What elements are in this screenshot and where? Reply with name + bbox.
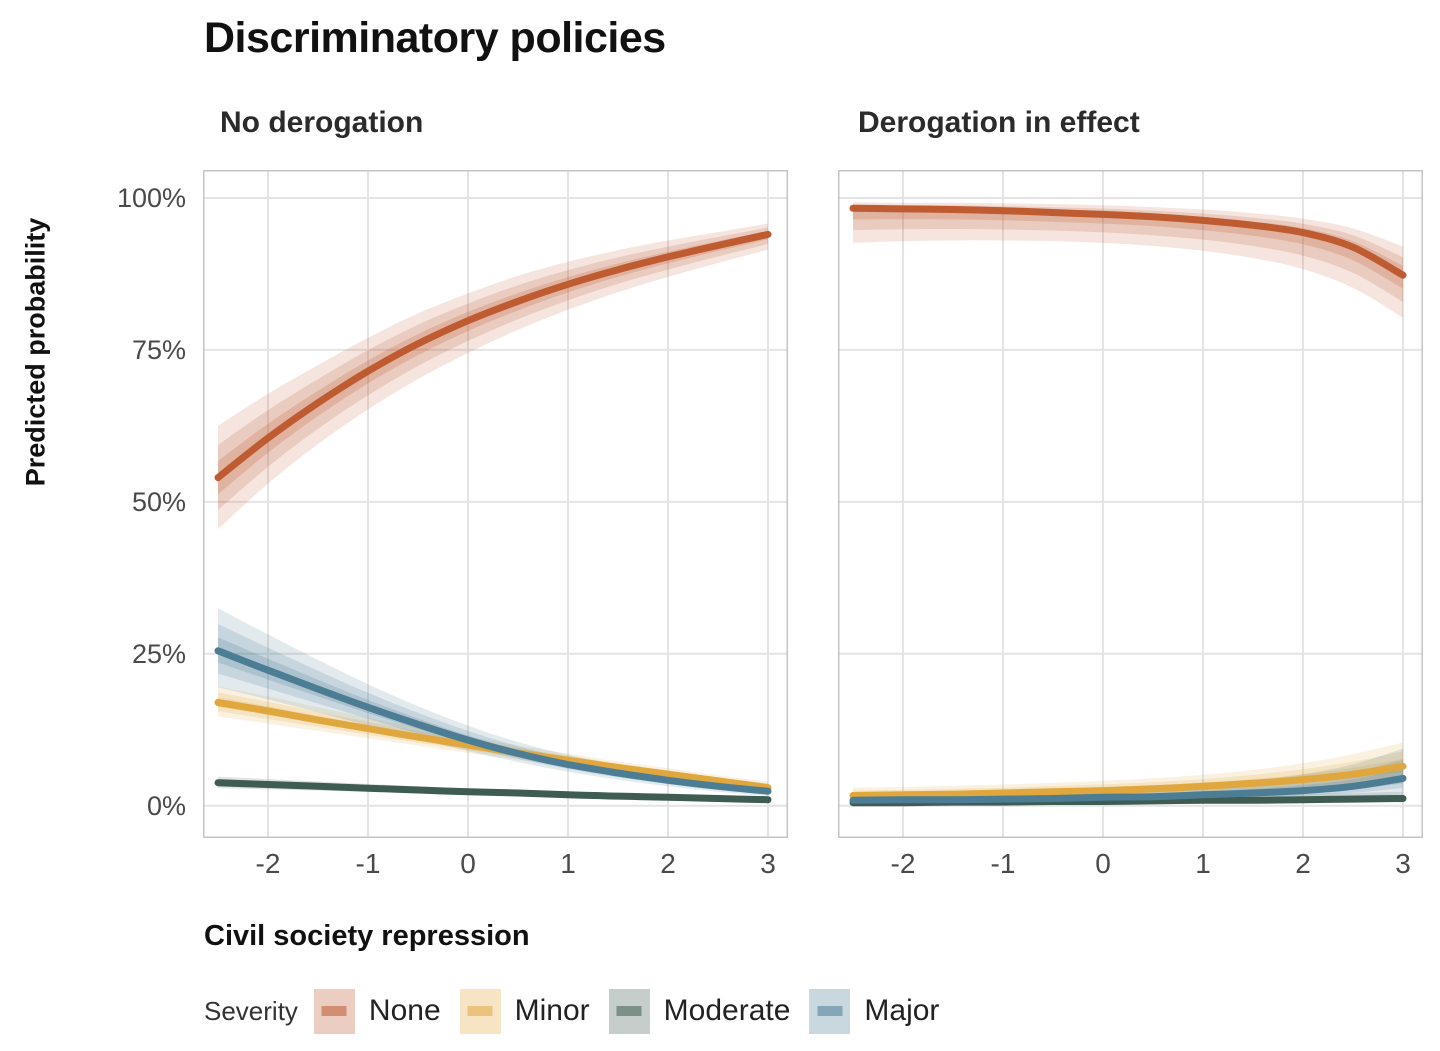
y-tick-label-75: 75% [131, 334, 186, 365]
y-tick-label-0: 0% [146, 790, 186, 821]
y-tick-label-50: 50% [131, 486, 186, 517]
x-tick-label-right-2: 2 [1295, 848, 1311, 879]
x-tick-label-right--1: -1 [990, 848, 1016, 879]
x-tick-label-right--2: -2 [890, 848, 916, 879]
ribbon-minor-level0 [853, 742, 1403, 801]
x-tick-label-right-1: 1 [1195, 848, 1211, 879]
x-tick-label-right-0: 0 [1095, 848, 1111, 879]
facet-title-derogation-in-effect: Derogation in effect [858, 106, 1140, 139]
facet-title-no-derogation: No derogation [220, 106, 424, 139]
legend-swatch-major [809, 988, 851, 1034]
ribbon-minor-level1 [853, 751, 1403, 799]
y-tick-label-25: 25% [131, 638, 186, 669]
legend-key-line-none [321, 1006, 347, 1016]
panel-border [203, 170, 788, 838]
legend-item-minor: Minor [459, 988, 590, 1034]
x-tick-label-left-3: 3 [760, 848, 776, 879]
legend-key-line-major [817, 1006, 843, 1016]
legend-item-moderate: Moderate [608, 988, 791, 1034]
x-axis-title: Civil society repression [204, 920, 530, 952]
series-line-none [214, 230, 772, 482]
panel-border [838, 170, 1423, 838]
series-line-none [849, 204, 1407, 279]
legend: Severity None Minor Moderate Major [204, 984, 958, 1038]
legend-label-moderate: Moderate [663, 994, 791, 1027]
ribbon-minor-level0 [218, 686, 768, 792]
legend-item-major: Major [809, 988, 940, 1034]
facet-plot-area [203, 170, 788, 838]
legend-swatch-minor [459, 988, 501, 1034]
x-tick-label-left-0: 0 [460, 848, 476, 879]
ribbon-none-level0 [218, 223, 768, 530]
x-tick-label-left-1: 1 [560, 848, 576, 879]
ribbon-none-level0 [853, 202, 1403, 318]
legend-swatch-moderate [608, 988, 650, 1034]
series-line-minor [849, 762, 1407, 799]
x-tick-label-left--2: -2 [255, 848, 281, 879]
legend-swatch-none [313, 988, 355, 1034]
y-tick-label-100: 100% [116, 182, 186, 213]
panel-no-derogation [203, 170, 788, 838]
x-tick-label-left-2: 2 [660, 848, 676, 879]
ribbon-none-level1 [218, 227, 768, 511]
panel-derogation-in-effect [838, 170, 1423, 838]
legend-title: Severity [204, 995, 298, 1026]
legend-items: None Minor Moderate Major [313, 988, 959, 1034]
series-line-major [214, 647, 772, 795]
chart-title: Discriminatory policies [204, 14, 666, 62]
facet-plot-area [838, 170, 1423, 838]
legend-label-none: None [368, 994, 441, 1027]
series-line-moderate [214, 779, 772, 804]
legend-item-none: None [313, 988, 441, 1034]
x-tick-label-left--1: -1 [355, 848, 381, 879]
ribbon-major-level0 [218, 608, 768, 797]
legend-label-major: Major [864, 994, 940, 1027]
legend-label-minor: Minor [514, 994, 590, 1027]
x-tick-label-right-3: 3 [1395, 848, 1411, 879]
legend-key-line-moderate [616, 1006, 642, 1016]
series-line-major [849, 774, 1407, 804]
legend-key-line-minor [467, 1006, 493, 1016]
